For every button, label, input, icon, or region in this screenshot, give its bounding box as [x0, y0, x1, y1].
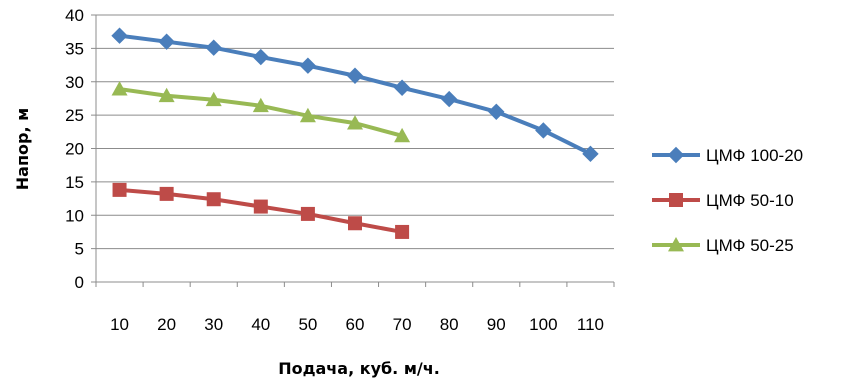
- data-point: [158, 87, 175, 103]
- data-point: [159, 186, 174, 201]
- data-point: [205, 91, 222, 107]
- x-tick-label: 20: [157, 315, 176, 334]
- x-tick-label: 70: [393, 315, 412, 334]
- data-point: [252, 97, 269, 113]
- legend: ЦМФ 100-20 ЦМФ 50-10 ЦМФ 50-25: [652, 146, 803, 255]
- y-tick-label: 5: [75, 240, 84, 259]
- y-axis-tick-labels: 0 5 10 15 20 25 30 35 40: [65, 6, 84, 292]
- y-tick-label: 35: [65, 39, 84, 58]
- data-point: [440, 90, 458, 108]
- x-tick-label: 80: [440, 315, 459, 334]
- data-point: [112, 182, 127, 197]
- data-point: [393, 79, 411, 96]
- y-tick-label: 25: [65, 106, 84, 125]
- series-1: [111, 27, 599, 163]
- data-point: [488, 103, 505, 120]
- legend-marker: [669, 193, 683, 207]
- x-tick-label: 40: [251, 315, 270, 334]
- data-point: [348, 216, 362, 231]
- gridlines: [96, 14, 614, 283]
- series-lines: [111, 27, 599, 239]
- y-tick-label: 20: [65, 140, 84, 159]
- legend-marker: [668, 237, 684, 252]
- x-tick-label: 100: [529, 315, 557, 334]
- y-tick-label: 30: [65, 73, 84, 92]
- data-point: [582, 145, 599, 163]
- data-point: [535, 122, 552, 139]
- data-point: [394, 127, 411, 143]
- legend-label: ЦМФ 50-25: [706, 236, 794, 255]
- y-tick-label: 10: [65, 206, 84, 225]
- x-tick-label: 60: [346, 315, 365, 334]
- x-axis-tick-labels: 10 20 30 40 50 60 70 80 90 100 110: [110, 315, 604, 334]
- x-tick-label: 50: [298, 315, 317, 334]
- data-point: [395, 224, 410, 239]
- legend-marker: [667, 146, 685, 164]
- data-point: [299, 57, 317, 74]
- data-point: [205, 39, 222, 56]
- y-axis-title: Напор, м: [13, 108, 32, 190]
- legend-label: ЦМФ 100-20: [706, 146, 803, 165]
- legend-item: ЦМФ 50-25: [652, 236, 794, 255]
- y-tick-label: 0: [75, 273, 84, 292]
- legend-label: ЦМФ 50-10: [706, 191, 794, 210]
- data-point: [252, 48, 270, 66]
- data-point: [253, 199, 268, 214]
- series-line: [117, 33, 593, 156]
- x-tick-label: 10: [110, 315, 129, 334]
- data-point: [206, 192, 221, 207]
- x-tick-label: 110: [577, 315, 604, 334]
- data-point: [111, 27, 128, 44]
- data-point: [300, 206, 315, 221]
- y-tick-label: 15: [65, 173, 84, 192]
- x-tick-label: 90: [487, 315, 506, 334]
- data-point: [111, 81, 128, 96]
- data-point: [347, 115, 363, 130]
- x-axis-title: Подача, куб. м/ч.: [278, 359, 440, 378]
- legend-item: ЦМФ 50-10: [652, 191, 794, 210]
- y-tick-label: 40: [65, 6, 84, 25]
- series-2: [112, 182, 410, 239]
- legend-item: ЦМФ 100-20: [652, 146, 803, 165]
- x-tick-label: 30: [204, 315, 223, 334]
- data-point: [158, 33, 175, 50]
- data-point: [346, 67, 364, 84]
- axes: [91, 14, 615, 287]
- data-point: [299, 107, 316, 123]
- series-3: [111, 81, 411, 143]
